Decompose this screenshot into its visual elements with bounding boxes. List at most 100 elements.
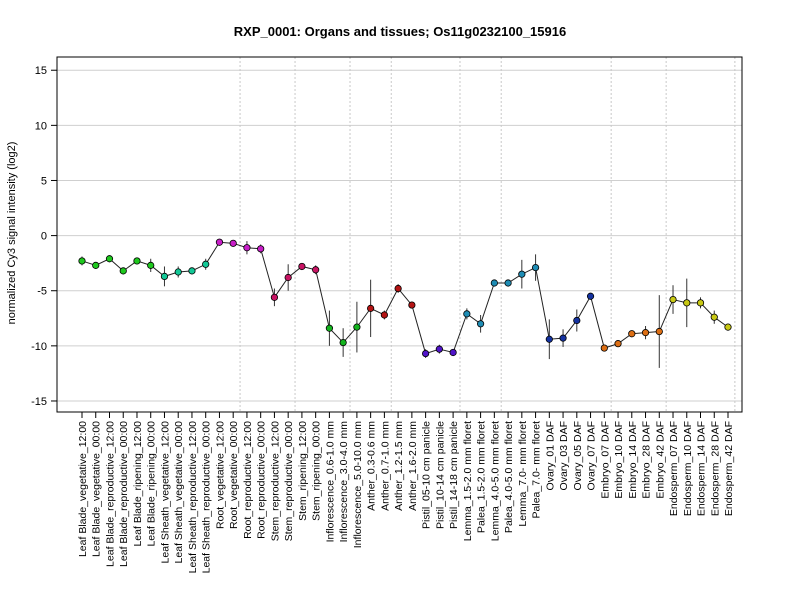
data-point: [133, 257, 141, 265]
x-axis: Leaf Blade_vegetative_12:00 Leaf Blade_ve…: [77, 412, 735, 573]
x-tick-label: Inflorescence_5.0-10.0 mm: [352, 421, 364, 548]
x-tick-label: Endosperm_10 DAF: [682, 421, 694, 516]
data-point: [229, 239, 237, 247]
data-point: [243, 244, 251, 252]
x-tick-label: Pistil_05-10 cm panicle: [421, 421, 433, 529]
data-point: [614, 340, 622, 348]
data-point: [188, 267, 196, 275]
data-point: [449, 348, 457, 357]
x-tick-label: Lemma_4.0-5.0 mm floret: [489, 421, 501, 541]
data-point: [683, 299, 691, 307]
x-tick-label: Endosperm_07 DAF: [668, 421, 680, 516]
x-tick-label: Leaf Blade_ripening_00:00: [146, 421, 158, 547]
plot-frame: [56, 56, 743, 413]
x-tick-label: Inflorescence_3.0-4.0 mm: [338, 421, 350, 543]
data-point: [353, 323, 361, 331]
x-tick-label: Palea_7.0- mm floret: [531, 421, 543, 519]
group-separators: [239, 57, 736, 412]
data-point: [325, 324, 334, 332]
x-tick-label: Palea_4.0-5.0 mm floret: [503, 421, 515, 533]
x-tick-label: Endosperm_42 DAF: [723, 421, 735, 516]
x-tick-label: Leaf Blade_reproductive_12:00: [104, 421, 116, 567]
x-tick-label: Leaf Blade_vegetative_00:00: [91, 421, 103, 557]
x-tick-label: Embryo_28 DAF: [641, 421, 653, 499]
x-tick-label: Leaf Blade_vegetative_12:00: [77, 421, 89, 557]
gridlines: [57, 69, 742, 402]
data-point: [476, 320, 485, 328]
data-points: [78, 238, 732, 358]
y-axis-label: normalized Cy3 signal intensity (log2): [6, 142, 18, 325]
data-point: [531, 263, 540, 272]
x-tick-label: Root_vegetative_00:00: [228, 421, 240, 529]
data-point: [600, 344, 608, 352]
x-tick-label: Embryo_10 DAF: [613, 421, 625, 499]
x-tick-label: Stem_ripening_00:00: [311, 421, 323, 521]
x-tick-label: Root_reproductive_00:00: [256, 421, 268, 539]
data-point: [408, 301, 416, 309]
data-point: [270, 293, 279, 301]
x-tick-label: Leaf Sheath_vegetative_00:00: [173, 421, 185, 564]
x-tick-label: Anther_1.6-2.0 mm: [407, 421, 419, 511]
x-tick-label: Stem_reproductive_00:00: [283, 421, 295, 541]
x-tick-label: Root_reproductive_12:00: [242, 421, 254, 539]
x-tick-label: Stem_reproductive_12:00: [269, 421, 281, 541]
data-point: [655, 327, 663, 336]
data-point: [92, 261, 100, 269]
data-point: [105, 255, 114, 263]
x-tick-label: Anther_0.7-1.0 mm: [379, 421, 391, 511]
data-point: [215, 238, 224, 246]
data-point: [257, 245, 265, 253]
data-point: [669, 295, 677, 304]
x-tick-label: Ovary_03 DAF: [558, 421, 570, 490]
y-axis: -15 -10 -5 0 5 10 15: [31, 65, 57, 408]
x-tick-label: Lemma_7.0- mm floret: [517, 421, 529, 527]
data-point: [174, 268, 182, 276]
y-tick-label: -5: [37, 286, 47, 298]
data-point: [380, 311, 388, 319]
data-point: [559, 334, 567, 342]
error-bars: [81, 238, 729, 368]
data-point: [641, 329, 650, 337]
data-point: [724, 323, 732, 331]
data-point: [147, 261, 155, 269]
x-tick-label: Leaf Sheath_vegetative_12:00: [159, 421, 171, 564]
data-point: [518, 270, 526, 278]
data-point: [696, 299, 705, 307]
data-point: [202, 260, 210, 268]
x-tick-label: Endosperm_14 DAF: [696, 421, 708, 516]
x-tick-label: Leaf Blade_reproductive_00:00: [118, 421, 130, 567]
y-tick-label: -15: [31, 396, 47, 408]
data-point: [586, 292, 595, 300]
data-point: [435, 345, 443, 353]
x-tick-label: Embryo_42 DAF: [654, 421, 666, 499]
x-tick-label: Ovary_05 DAF: [572, 421, 584, 490]
y-tick-label: 10: [35, 120, 47, 132]
x-tick-label: Pistil_14-18 cm panicle: [448, 421, 460, 529]
x-tick-label: Stem_ripening_12:00: [297, 421, 309, 521]
data-point: [367, 304, 375, 312]
data-point: [339, 338, 347, 347]
x-tick-label: Embryo_07 DAF: [599, 421, 611, 499]
data-point: [710, 313, 718, 321]
x-tick-label: Root_vegetative_12:00: [214, 421, 226, 529]
x-tick-label: Embryo_14 DAF: [627, 421, 639, 499]
x-tick-label: Inflorescence_0.6-1.0 mm: [324, 421, 336, 543]
data-point: [394, 284, 402, 293]
x-tick-label: Anther_0.3-0.6 mm: [366, 421, 378, 511]
x-tick-label: Ovary_01 DAF: [544, 421, 556, 490]
data-point: [298, 262, 306, 271]
data-point: [628, 330, 636, 338]
x-tick-label: Leaf Sheath_reproductive_00:00: [201, 421, 213, 574]
x-tick-label: Anther_1.2-1.5 mm: [393, 421, 405, 511]
x-tick-label: Endosperm_28 DAF: [709, 421, 721, 516]
data-point: [78, 257, 86, 265]
x-tick-label: Ovary_07 DAF: [586, 421, 598, 490]
y-tick-label: 0: [41, 231, 47, 243]
data-point: [504, 279, 512, 287]
data-point: [463, 310, 471, 318]
x-tick-label: Palea_1.5-2.0 mm floret: [476, 421, 488, 533]
y-tick-label: -10: [31, 341, 47, 353]
data-point: [573, 316, 581, 325]
data-point: [160, 272, 169, 280]
